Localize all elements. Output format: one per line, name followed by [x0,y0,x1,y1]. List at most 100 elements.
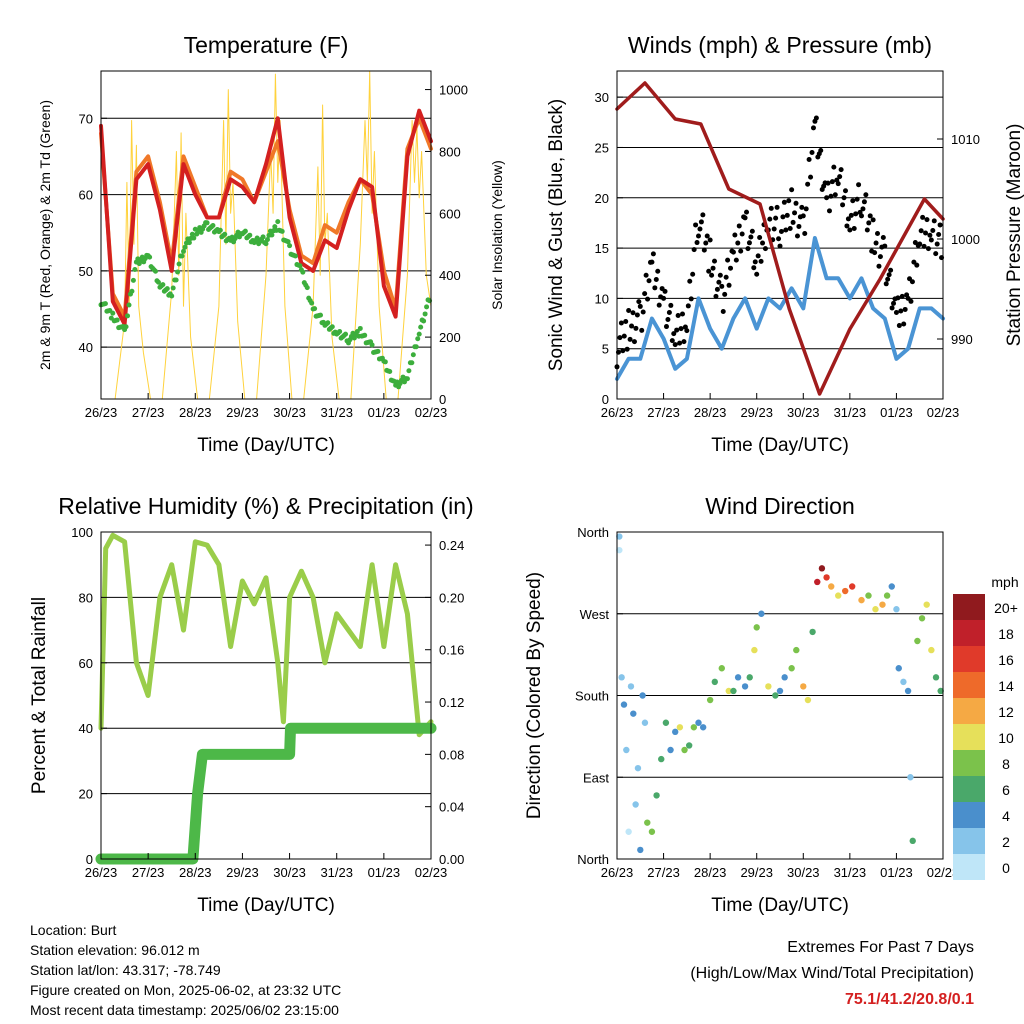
data-point [928,237,934,243]
data-point [794,233,800,239]
wind-direction-point [828,583,835,590]
data-point [418,324,424,330]
y-tick-label: 25 [595,140,609,155]
data-point [387,369,393,375]
data-point [739,231,745,237]
legend-label: 4 [1002,808,1010,824]
data-point [925,246,931,252]
data-point [924,217,930,223]
data-point [758,258,764,264]
y-tick-label: 0 [86,852,93,867]
data-point [789,187,795,193]
y-tick-label: 30 [595,90,609,105]
data-point [687,278,693,284]
wind-direction-point [923,601,930,608]
x-tick-label: 29/23 [740,405,773,420]
data-point [806,157,812,163]
data-point [851,225,857,231]
y2-tick-label: 1000 [439,83,468,98]
x-tick-label: 31/23 [320,865,353,880]
wind-direction-point [632,801,639,808]
data-point [260,234,266,240]
y-axis-label: Sonic Wind & Gust (Blue, Black) [546,99,567,371]
extremes-subtitle: (High/Low/Max Wind/Total Precipitation) [690,965,974,982]
wind-direction-point [625,828,632,835]
data-point [755,253,761,259]
data-point [933,251,939,257]
data-point [170,285,176,291]
data-point [204,220,210,226]
wind-direction-point [746,674,753,681]
x-tick-label: 28/23 [179,865,212,880]
x-tick-label: 01/23 [880,405,913,420]
data-point [656,302,662,308]
wind-direction-point [662,719,670,726]
data-point [630,310,636,316]
data-point [784,212,790,218]
series-2m-t [99,116,433,319]
legend-swatch-2 [953,828,985,854]
data-point [410,352,416,358]
data-point [627,336,633,342]
plot-frame [100,70,432,400]
x-tick-label: 02/23 [927,865,960,880]
data-point [666,309,672,315]
wind-direction-point [681,746,688,754]
data-point [712,258,718,264]
y2-tick-label: 0.00 [439,852,464,867]
data-point [409,360,415,366]
wind-direction-point [725,687,732,695]
data-point [930,227,936,233]
data-point [810,125,816,131]
x-tick-label: 27/23 [132,865,165,880]
x-axis-label: Time (Day/UTC) [711,895,849,916]
wind-direction-point [788,665,795,672]
x-tick-label: 01/23 [880,865,913,880]
data-point [873,240,879,246]
data-point [719,283,725,289]
y-tick-label: 20 [595,191,609,206]
data-point [362,332,368,338]
wind-direction-point [818,565,826,572]
data-point [863,192,869,198]
data-point [693,222,699,228]
data-point [642,291,648,297]
data-point [181,248,186,254]
data-point [652,285,658,291]
extremes-values: 75.1/41.2/20.8/0.1 [845,991,974,1008]
data-point [835,181,841,187]
data-point [709,272,715,278]
data-point [914,262,920,268]
data-point [773,215,779,221]
wind-direction-point [623,746,630,754]
data-point [799,204,805,210]
data-point [646,278,652,284]
data-point [191,235,197,241]
wind-direction-point [865,592,872,599]
wind-direction-point [637,846,644,854]
data-point [413,344,419,350]
wind-direction-point [918,615,926,622]
data-point [742,215,748,221]
wind-direction-point [879,601,886,608]
data-point [714,286,720,292]
data-point [706,268,712,274]
data-point [837,174,843,180]
data-point [850,198,856,204]
data-point [867,213,873,219]
panel-4 [616,531,944,860]
wind-direction-point [842,587,849,595]
station-info: Location: Burt Station elevation: 96.012… [30,920,341,1020]
data-point [757,235,763,241]
y-tick-label: 20 [79,787,93,802]
y-tick-label: 5 [602,342,609,357]
data-point [792,210,798,216]
data-point [896,323,902,329]
data-point [312,306,318,312]
data-point [665,317,671,323]
data-point [102,301,108,307]
y-tick-label: 70 [79,111,93,126]
data-point [934,241,940,247]
data-point [617,335,623,341]
extremes-title: Extremes For Past 7 Days [787,939,974,956]
